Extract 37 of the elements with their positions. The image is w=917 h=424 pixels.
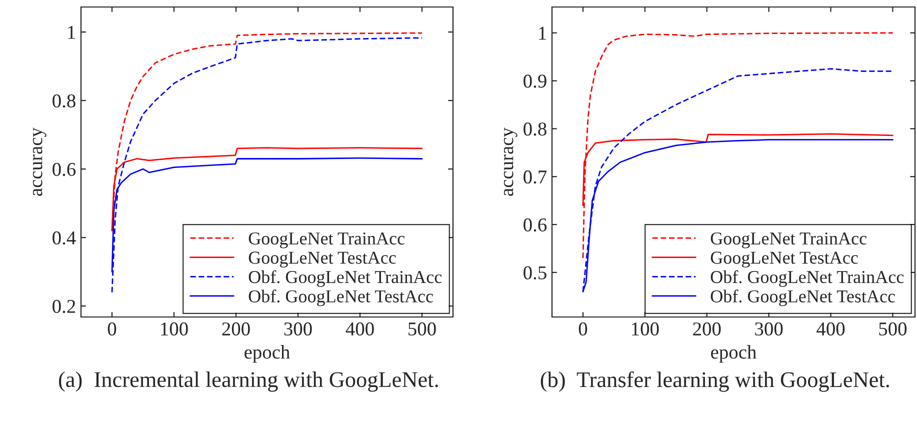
- y-axis-title: accuracy: [32, 128, 46, 196]
- x-tick-label: 400: [346, 322, 374, 336]
- legend-label: Obf. GoogLeNet TestAcc: [710, 290, 895, 306]
- x-tick-label: 0: [578, 322, 588, 336]
- legend-label: Obf. GoogLeNet TestAcc: [248, 290, 433, 306]
- x-tick-label: 200: [222, 322, 250, 336]
- legend-label: GoogLeNet TrainAcc: [248, 232, 404, 248]
- y-tick-label: 0.8: [524, 122, 546, 136]
- x-tick-label: 500: [879, 322, 907, 336]
- x-tick-label: 100: [161, 322, 188, 336]
- y-axis-title: accuracy: [504, 128, 518, 196]
- legend-label: Obf. GoogLeNet TrainAcc: [248, 270, 442, 287]
- legend-label: GoogLeNet TrainAcc: [710, 232, 866, 248]
- x-tick-label: 500: [408, 322, 436, 336]
- legend-label: Obf. GoogLeNet TrainAcc: [710, 270, 904, 287]
- x-tick-label: 300: [755, 322, 783, 336]
- text: (a) Incremental learning with GoogLeNet.: [58, 371, 438, 392]
- legend-label: GoogLeNet TestAcc: [710, 252, 858, 268]
- x-tick-label: 0: [108, 322, 116, 336]
- y-tick-label: 0.6: [524, 218, 547, 232]
- y-tick-label: 0.7: [524, 170, 547, 184]
- y-tick-label: 0.8: [52, 94, 76, 108]
- x-axis-title: epoch: [711, 345, 756, 363]
- x-tick-label: 200: [693, 322, 721, 336]
- y-tick-label: 0.9: [524, 74, 546, 88]
- y-tick-label: 0.5: [524, 266, 546, 280]
- y-tick-label: 1: [539, 26, 546, 40]
- y-tick-label: 0.2: [52, 300, 76, 314]
- x-tick-label: 400: [816, 322, 845, 336]
- y-tick-label: 1: [68, 26, 75, 39]
- legend-label: GoogLeNet TestAcc: [248, 252, 396, 268]
- x-axis-title: epoch: [244, 345, 290, 363]
- x-tick-label: 100: [632, 322, 659, 336]
- x-tick-label: 300: [284, 322, 312, 336]
- y-tick-label: 0.4: [52, 231, 76, 245]
- text: (b) Transfer learning with GoogLeNet.: [540, 371, 889, 392]
- y-tick-label: 0.6: [52, 162, 76, 176]
